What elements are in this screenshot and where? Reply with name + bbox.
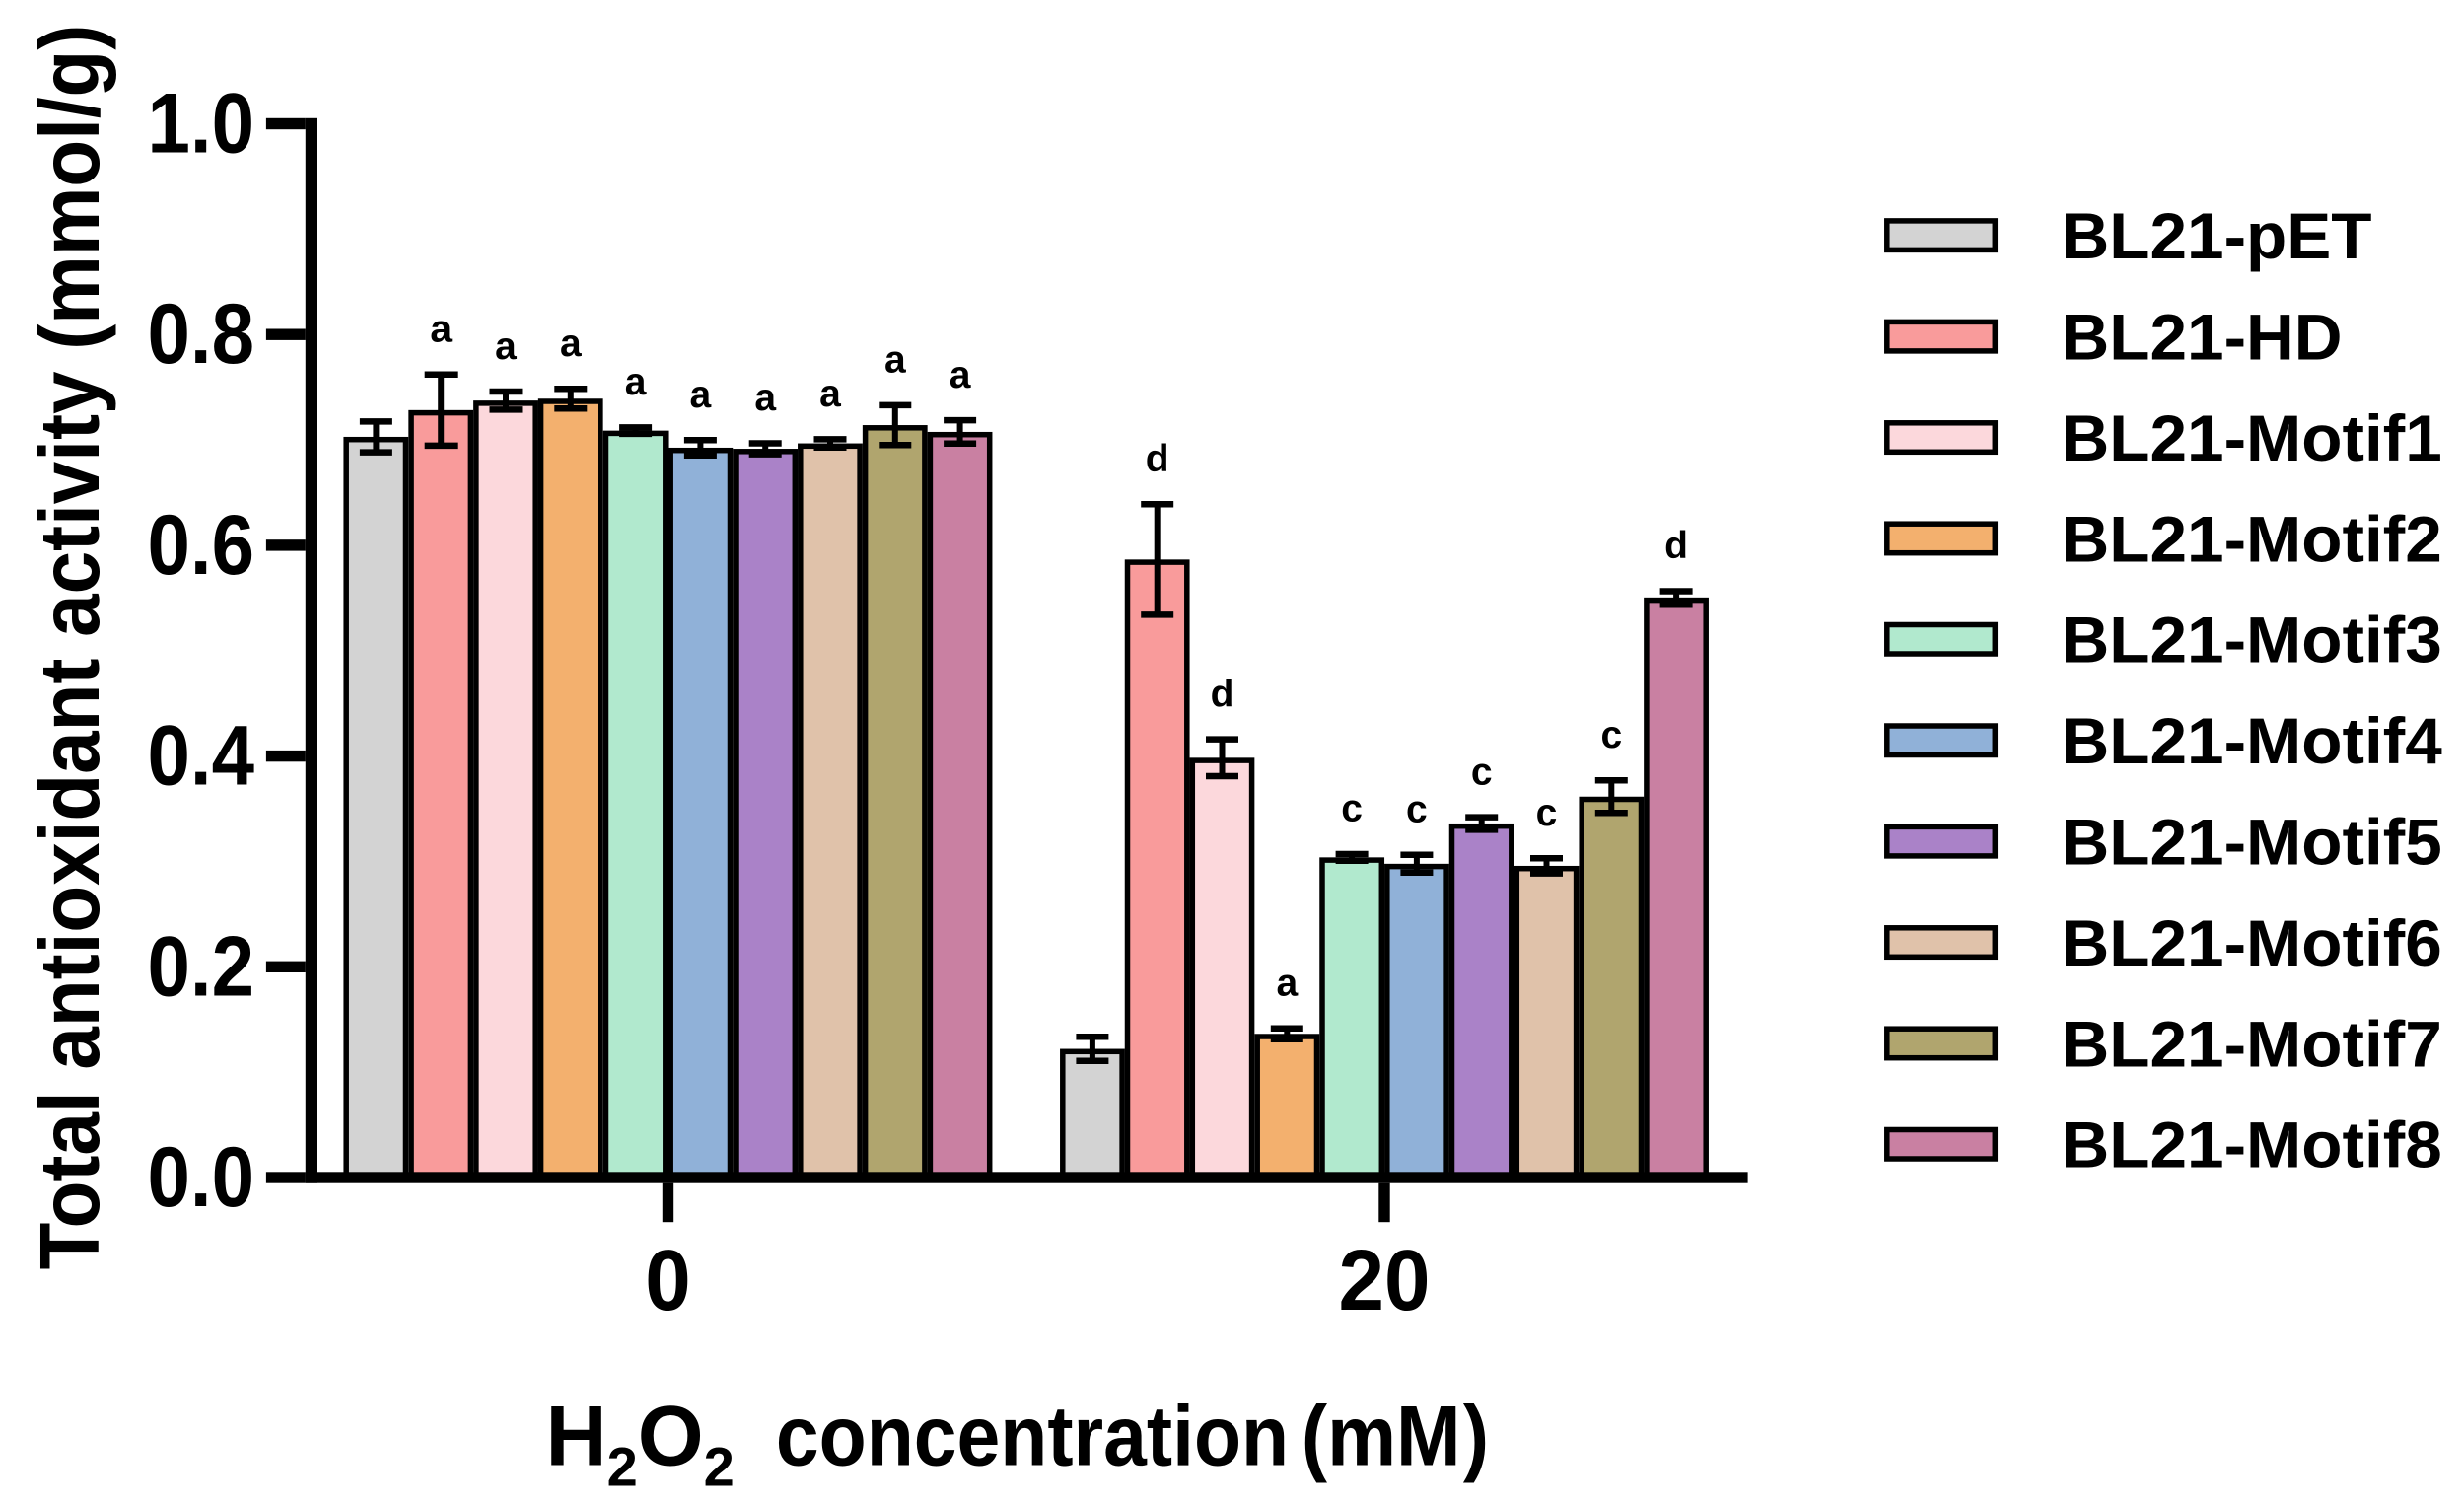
svg-text:d: d: [1664, 525, 1688, 567]
svg-text:c: c: [1536, 792, 1558, 834]
svg-text:concentration(mM): concentration (mM): [776, 1389, 1489, 1483]
svg-text:BL21-Motif4: BL21-Motif4: [2062, 706, 2442, 778]
svg-text:BL21-Motif3: BL21-Motif3: [2062, 605, 2442, 677]
svg-text:c: c: [1471, 751, 1493, 793]
svg-text:d: d: [1211, 673, 1234, 715]
svg-text:BL21-Motif6: BL21-Motif6: [2062, 908, 2442, 980]
svg-text:c: c: [1600, 714, 1622, 756]
svg-text:a: a: [625, 361, 647, 403]
svg-text:BL21-pET: BL21-pET: [2062, 201, 2372, 273]
svg-text:0.6: 0.6: [148, 498, 254, 592]
svg-text:a: a: [690, 374, 712, 416]
svg-text:a: a: [560, 322, 582, 365]
svg-text:0.0: 0.0: [148, 1131, 254, 1225]
svg-text:a: a: [1276, 963, 1298, 1005]
svg-text:BL21-Motif2: BL21-Motif2: [2062, 504, 2442, 576]
svg-text:20: 20: [1339, 1234, 1431, 1329]
svg-text:BL21-Motif1: BL21-Motif1: [2062, 403, 2442, 475]
svg-text:BL21-HD: BL21-HD: [2062, 302, 2343, 374]
svg-text:0: 0: [645, 1234, 690, 1329]
svg-text:0.2: 0.2: [148, 920, 254, 1014]
svg-text:Total antioxidant activity (mm: Total antioxidant activity (mmol/g): [24, 25, 117, 1270]
svg-text:BL21-Motif5: BL21-Motif5: [2062, 807, 2442, 879]
svg-text:c: c: [1406, 789, 1428, 831]
svg-text:a: a: [950, 354, 971, 396]
svg-text:H2O2: H2O2: [546, 1390, 735, 1498]
svg-text:0.4: 0.4: [148, 709, 255, 803]
svg-text:a: a: [430, 308, 452, 350]
svg-text:BL21-Motif7: BL21-Motif7: [2062, 1009, 2442, 1081]
svg-text:1.0: 1.0: [148, 77, 254, 171]
svg-text:a: a: [495, 325, 517, 368]
svg-text:a: a: [754, 377, 776, 419]
svg-text:d: d: [1146, 438, 1169, 480]
svg-text:c: c: [1341, 788, 1363, 830]
svg-text:a: a: [884, 339, 906, 382]
svg-text:BL21-Motif8: BL21-Motif8: [2062, 1110, 2442, 1182]
svg-text:0.8: 0.8: [148, 288, 254, 382]
svg-text:a: a: [819, 373, 841, 415]
